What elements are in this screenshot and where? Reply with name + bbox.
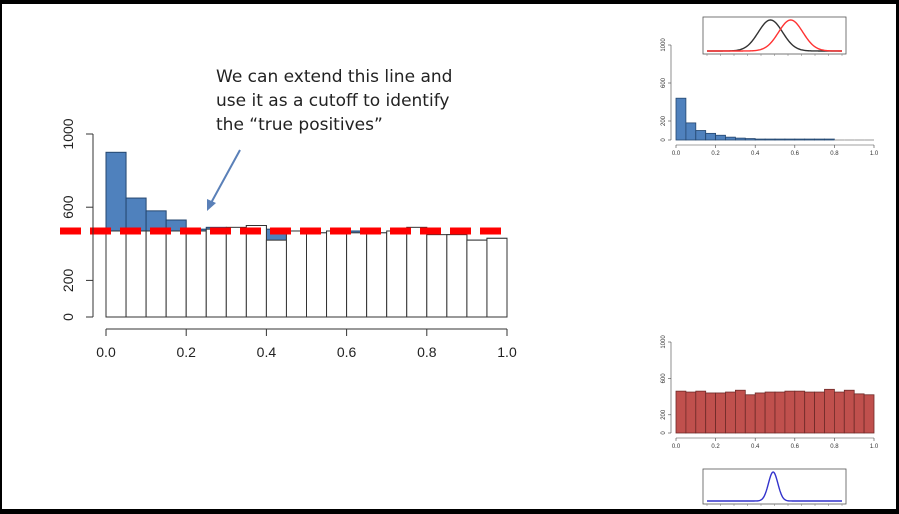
x-tick-label: 0.4 <box>751 444 760 450</box>
x-tick-label: 0.8 <box>830 444 839 450</box>
x-tick-label: 0.4 <box>257 344 277 360</box>
y-tick-label: 1000 <box>661 335 667 349</box>
y-tick-label: 200 <box>661 115 667 126</box>
annotation-line: We can extend this line and <box>216 67 453 87</box>
thumb-top-density-plot <box>702 16 847 56</box>
white-bar <box>486 237 508 318</box>
y-tick-label: 200 <box>661 409 667 420</box>
main-histogram-chart: 0.0 0.2 0.4 0.6 0.8 1.0 0 200 600 1000 <box>60 118 517 360</box>
x-tick-label: 0.6 <box>337 344 357 360</box>
x-tick-label: 1.0 <box>870 151 879 157</box>
x-tick-label: 0.2 <box>176 344 196 360</box>
density-curve <box>707 19 843 52</box>
annotation-arrow-line <box>210 149 241 204</box>
thumb-top-histogram: 0.0 0.2 0.4 0.6 0.8 1.0 0 200 600 1000 <box>661 38 879 157</box>
density-frame <box>702 16 847 55</box>
annotation-text: We can extend this line and use it as a … <box>216 65 496 137</box>
x-tick-label: 1.0 <box>497 344 517 360</box>
x-tick-label: 0.8 <box>417 344 437 360</box>
y-tick-label: 600 <box>661 77 667 88</box>
x-tick-label: 0.2 <box>711 151 720 157</box>
x-tick-label: 0.6 <box>791 151 800 157</box>
x-tick-label: 0.2 <box>711 444 720 450</box>
annotation-arrow-head <box>207 199 216 211</box>
hist-bar <box>675 97 687 141</box>
y-tick-label: 600 <box>60 195 76 219</box>
x-tick-label: 1.0 <box>870 444 879 450</box>
y-tick-label: 0 <box>661 138 667 142</box>
y-tick-label: 200 <box>60 269 76 293</box>
thumb-bottom-density-plot <box>702 468 847 506</box>
annotation-line: the “true positives” <box>216 115 383 135</box>
y-tick-label: 1000 <box>60 118 76 149</box>
x-tick-label: 0.8 <box>830 151 839 157</box>
slide: We can extend this line and use it as a … <box>2 4 896 509</box>
x-tick-label: 0.6 <box>791 444 800 450</box>
y-tick-label: 1000 <box>661 38 667 52</box>
hist-bar <box>863 394 875 434</box>
annotation-line: use it as a cutoff to identify <box>216 91 450 111</box>
x-tick-label: 0.0 <box>672 151 681 157</box>
y-tick-label: 0 <box>661 431 667 435</box>
thumb-bottom-histogram: 0.0 0.2 0.4 0.6 0.8 1.0 0 200 600 1000 <box>661 335 879 450</box>
y-tick-label: 0 <box>60 313 76 321</box>
x-tick-label: 0.4 <box>751 151 760 157</box>
x-tick-label: 0.0 <box>672 444 681 450</box>
density-curve <box>707 471 842 502</box>
x-tick-label: 0.0 <box>96 344 116 360</box>
density-frame <box>702 468 847 505</box>
y-tick-label: 600 <box>661 373 667 384</box>
